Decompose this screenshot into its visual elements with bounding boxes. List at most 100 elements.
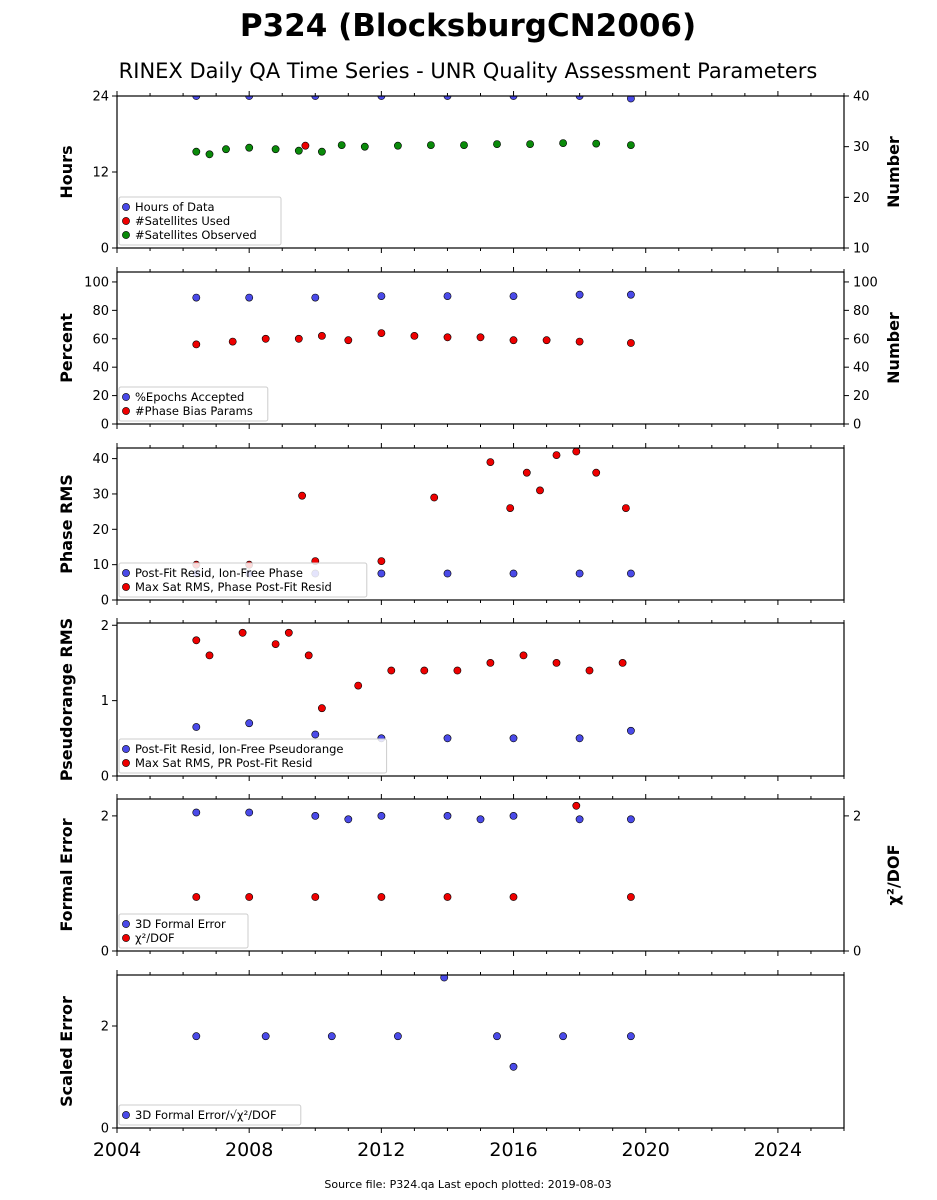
data-point: [426, 141, 435, 149]
data-point: [493, 140, 501, 148]
series-2: [192, 628, 627, 713]
y-tick-label-right: 2: [853, 809, 861, 824]
legend: 3D Formal Error/√χ²/DOF: [118, 1104, 302, 1126]
data-point: [294, 334, 303, 343]
data-point: [627, 290, 635, 299]
data-point: [536, 486, 544, 495]
legend-box: [118, 562, 368, 598]
y-tick-label-right: 60: [853, 332, 870, 347]
y-axis-label-right: Number: [884, 136, 903, 208]
data-point: [377, 569, 386, 578]
data-point: [222, 145, 230, 154]
data-point: [509, 1062, 518, 1071]
data-point: [377, 893, 386, 901]
legend-marker: [122, 231, 130, 239]
legend-label: #Satellites Observed: [135, 228, 257, 242]
figure-footer: Source file: P324.qa Last epoch plotted:…: [324, 1178, 611, 1191]
series-markers: [192, 290, 635, 349]
data-point: [575, 815, 584, 824]
data-point: [509, 734, 518, 743]
y-tick-label: 24: [92, 90, 109, 105]
legend-label: Max Sat RMS, Phase Post-Fit Resid: [135, 580, 332, 594]
y-tick-label-right: 20: [853, 389, 870, 404]
data-point: [506, 504, 515, 512]
y-tick-label: 2: [101, 619, 109, 634]
panel-3: 0 10 20 30 40 Phase RMS Post-Fit Resid, Ion-Fr…: [57, 443, 845, 609]
data-point: [592, 468, 601, 477]
y-tick-label: 30: [92, 487, 109, 502]
series-markers: [192, 801, 635, 901]
legend-label: Post-Fit Resid, Ion-Free Pseudorange: [135, 742, 343, 756]
data-point: [575, 569, 584, 578]
y-tick-label-right: 100: [853, 275, 878, 290]
data-point: [627, 893, 635, 901]
x-tick-label: 2020: [622, 1139, 670, 1161]
y-tick-label: 12: [92, 166, 109, 181]
y-tick-label: 10: [92, 558, 109, 573]
data-point: [572, 801, 581, 810]
data-point: [552, 451, 561, 459]
data-point: [622, 504, 630, 512]
data-point: [377, 329, 386, 337]
y-axis-label-right: Number: [884, 312, 903, 384]
figure-subtitle: RINEX Daily QA Time Series - UNR Quality…: [119, 59, 818, 83]
legend-marker: [122, 934, 130, 942]
data-point: [559, 139, 567, 147]
data-point: [301, 141, 310, 150]
data-point: [354, 681, 363, 690]
data-point: [552, 659, 561, 667]
x-tick-label: 2012: [357, 1139, 405, 1161]
data-point: [317, 147, 326, 156]
data-point: [304, 651, 313, 660]
data-point: [294, 146, 303, 155]
data-point: [575, 337, 584, 346]
data-point: [311, 730, 320, 739]
series-2: [301, 141, 310, 150]
legend: Post-Fit Resid, Ion-Free PseudorangeMax …: [118, 738, 388, 774]
y-axis-label: Phase RMS: [57, 474, 76, 574]
series-markers: [192, 448, 635, 578]
data-point: [627, 1032, 635, 1041]
data-point: [572, 448, 581, 456]
legend-box: [118, 196, 282, 246]
data-point: [443, 333, 452, 342]
y-tick-label: 0: [101, 242, 109, 257]
data-point: [245, 808, 254, 817]
legend-marker: [122, 920, 130, 928]
data-point: [393, 1032, 402, 1041]
data-point: [360, 142, 369, 151]
data-point: [486, 458, 495, 466]
legend-marker: [122, 203, 130, 211]
legend: Hours of Data#Satellites Used#Satellites…: [118, 196, 282, 246]
data-point: [627, 141, 635, 149]
data-point: [327, 1032, 336, 1041]
series-3: [192, 139, 635, 159]
data-point: [377, 812, 386, 820]
y-tick-label: 80: [92, 304, 109, 319]
y-tick-label: 0: [101, 418, 109, 433]
data-point: [245, 893, 254, 901]
y-axis-label: Percent: [57, 313, 76, 383]
legend-marker: [122, 393, 130, 401]
data-point: [317, 331, 326, 340]
y-axis-label: Hours: [57, 145, 76, 198]
y-tick-label-right: 40: [853, 90, 870, 105]
x-tick-label: 2004: [93, 1139, 141, 1161]
data-point: [443, 292, 452, 300]
data-point: [443, 893, 452, 901]
data-point: [311, 893, 320, 901]
data-point: [443, 569, 452, 578]
data-point: [509, 569, 518, 578]
series-2: [192, 329, 635, 349]
y-tick-label-right: 10: [853, 242, 870, 257]
data-point: [192, 340, 201, 349]
series-1: [192, 808, 635, 824]
data-point: [509, 336, 518, 345]
x-tick-label: 2024: [754, 1139, 802, 1161]
y-tick-label: 0: [101, 1122, 109, 1137]
data-point: [430, 493, 439, 502]
legend-marker: [122, 569, 130, 577]
data-point: [317, 704, 326, 713]
